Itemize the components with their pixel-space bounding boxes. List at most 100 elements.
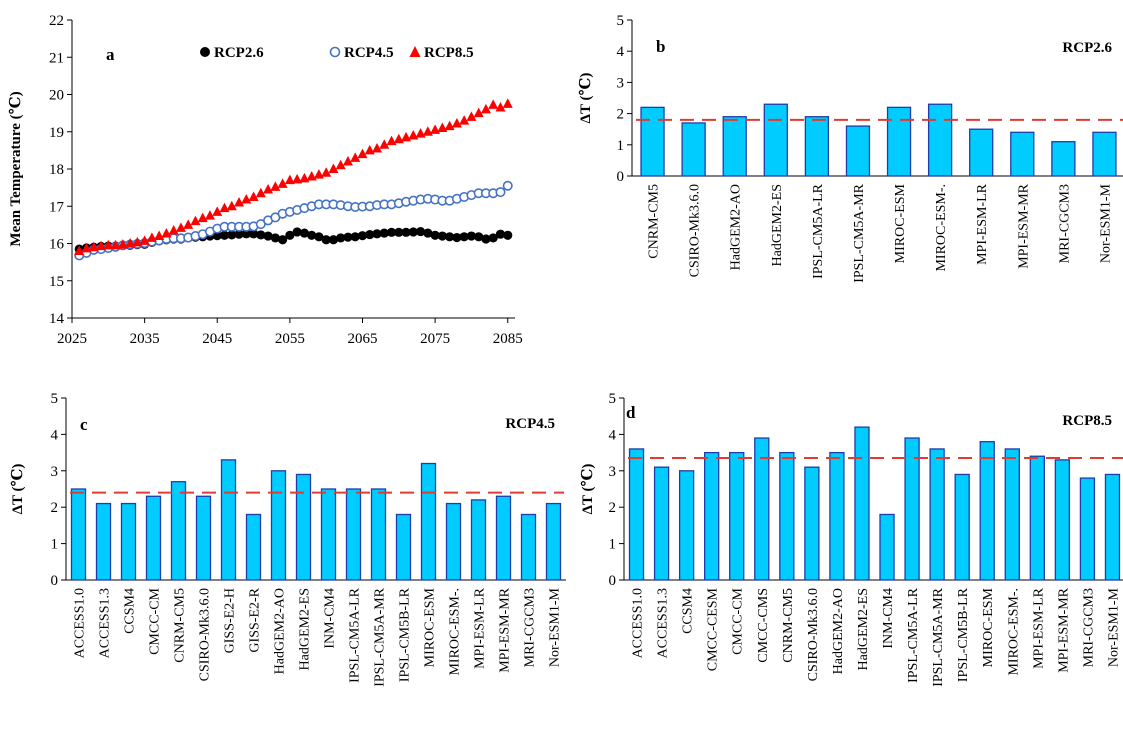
y-tick-label: 3 [609, 464, 617, 480]
data-point [299, 228, 309, 238]
panel-a: 14 15 16 17 18 19 20 21 22 Mean Temperature (℃) a 2… [8, 13, 523, 347]
x-tick-label: 2075 [420, 331, 450, 347]
x-tick-label: HadGEM2-AO [273, 588, 288, 674]
x-tick-label: 2085 [493, 331, 523, 347]
x-tick-label: 2065 [347, 331, 377, 347]
bar [95, 502, 112, 581]
data-point [364, 144, 375, 155]
bar [420, 462, 437, 581]
x-tick-label: CNRM-CM5 [781, 588, 796, 663]
data-point [81, 242, 92, 253]
x-tick-label: CMCC-CESM [706, 587, 721, 671]
data-point [379, 228, 389, 238]
scenario-label: RCP4.5 [505, 416, 555, 432]
data-point [451, 118, 462, 128]
x-tick-label: HadGEM2-AO [729, 184, 744, 270]
x-tick-label: GISS-E2-H [223, 588, 238, 653]
x-tick-label: IPSL-CM5A-MR [931, 587, 946, 686]
data-point [466, 111, 477, 121]
x-tick-label: MPI-ESM-MR [498, 587, 513, 672]
panel-letter: b [656, 37, 665, 56]
bar [886, 106, 912, 177]
x-tick-label: HadGEM2-ES [856, 588, 871, 670]
bar [195, 495, 212, 581]
data-point [430, 124, 441, 134]
data-point [350, 152, 361, 162]
x-tick-label: Nor-ESM1-M [1098, 183, 1113, 263]
data-point [256, 230, 266, 240]
x-tick-label: CSIRO-Mk3.6.0 [806, 588, 821, 681]
panel-c: 0 1 2 3 4 5 ΔT (℃) c ACCESS1.0 ACCESS1.3 CCSM4 CMCC… [10, 391, 566, 687]
data-point [278, 235, 288, 245]
bar [979, 441, 995, 581]
bar [628, 448, 645, 581]
data-point [408, 129, 419, 140]
data-point [452, 232, 462, 243]
y-tick-label: 0 [609, 573, 617, 589]
bar [754, 437, 770, 581]
data-point [357, 231, 368, 241]
bar [804, 466, 820, 581]
panel-letter: a [106, 45, 115, 64]
data-point [393, 133, 404, 144]
data-point [386, 135, 397, 146]
data-point [277, 178, 288, 188]
data-point [234, 229, 244, 239]
data-point [495, 229, 506, 239]
data-point [335, 159, 346, 170]
data-point [481, 234, 491, 244]
data-point [503, 230, 513, 240]
y-tick-label: 17 [49, 199, 65, 215]
legend-label: RCP4.5 [344, 45, 394, 61]
data-point [299, 172, 310, 183]
data-point [401, 131, 412, 142]
x-tick-label: IPSL-CM5B-LR [398, 587, 413, 682]
y-tick-label: 21 [49, 50, 64, 66]
scenario-label: RCP2.6 [1062, 40, 1112, 56]
panel-b: 0 1 2 3 4 5 ΔT (℃) b CNRM-CM5 CSIRO-Mk3.6.0 HadGEM… [578, 13, 1123, 283]
data-point [314, 232, 324, 242]
data-point [415, 128, 426, 138]
data-point [96, 240, 107, 251]
x-tick-label: MPI-ESM-LR [473, 587, 488, 669]
x-tick-label: CMCC-CMS [756, 588, 771, 663]
bar [1092, 131, 1117, 177]
data-point [408, 227, 418, 237]
y-tick-label: 2 [609, 500, 617, 516]
x-tick-label: IPSL-CM5A-LR [348, 587, 363, 683]
panel-d: 0 1 2 3 4 5 ΔT (℃) d ACCESS1.0 ACCESS1.3 CCSM4 CMCC… [580, 391, 1123, 687]
data-point [474, 232, 484, 242]
y-tick-label: 19 [49, 125, 64, 141]
data-point [132, 236, 143, 247]
bar [520, 513, 537, 581]
bar [345, 488, 362, 581]
x-tick-label: MIROC-ESM-. [448, 588, 463, 676]
y-tick-label: 16 [49, 237, 65, 253]
data-point [394, 227, 404, 237]
data-point [219, 230, 230, 240]
x-tick-label: HadGEM2-ES [770, 184, 785, 266]
data-point [437, 231, 447, 241]
bar [245, 513, 262, 581]
x-tick-label: ACCESS1.0 [73, 588, 88, 658]
y-axis-label: ΔT (℃) [580, 464, 596, 515]
bar [545, 502, 562, 581]
series-RCP4.5 [74, 180, 513, 261]
data-point [502, 98, 513, 108]
x-tick-label: MIROC-ESM [423, 587, 438, 667]
data-point [125, 238, 136, 248]
bar [1004, 448, 1020, 581]
legend-label: RCP2.6 [214, 45, 264, 61]
x-tick-label: MRI-CGCM3 [1081, 588, 1096, 667]
y-tick-label: 4 [609, 427, 617, 443]
bar [1104, 473, 1121, 581]
y-tick-label: 5 [51, 391, 59, 407]
x-tick-label: IPSL-CM5A-MR [373, 587, 388, 686]
y-axis-label: Mean Temperature (℃) [8, 91, 24, 246]
data-point [459, 115, 470, 125]
bar [295, 473, 312, 581]
y-axis-label: ΔT (℃) [578, 73, 594, 124]
x-tick-label: MPI-ESM-LR [975, 183, 990, 265]
data-point [343, 232, 353, 242]
bar [370, 488, 387, 581]
